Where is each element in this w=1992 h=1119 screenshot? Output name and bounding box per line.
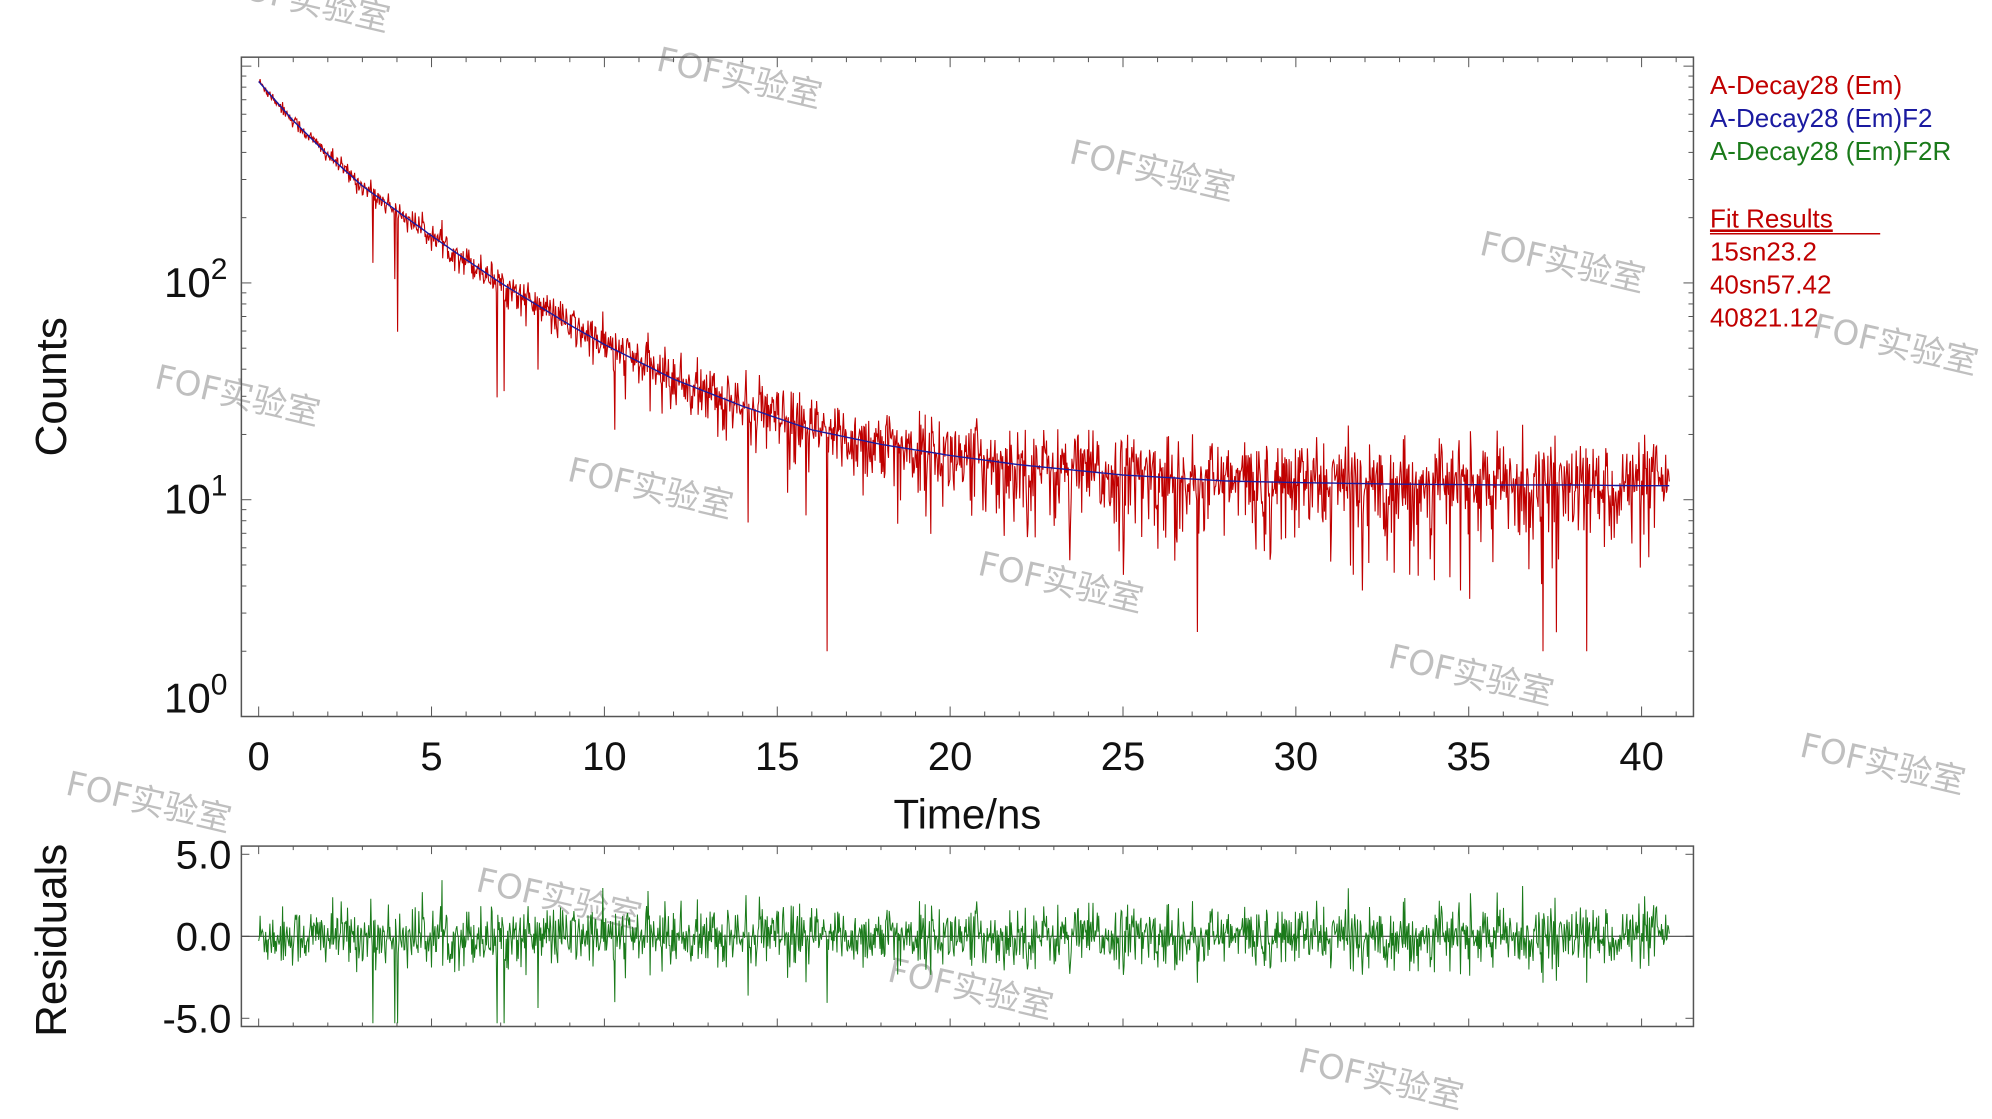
watermark-text: FOF实验室 xyxy=(1385,637,1558,714)
x-tick-label: 30 xyxy=(1274,735,1319,779)
series-residuals xyxy=(258,880,1670,1024)
x-tick-label: 15 xyxy=(755,735,800,779)
fit-result-line: 40‮24.75ns xyxy=(1710,269,1831,299)
legend-item: A-Decay28 (Em)F2R xyxy=(1710,136,1951,166)
legend: A-Decay28 (Em)A-Decay28 (Em)F2A-Decay28 … xyxy=(1709,70,1951,332)
y-tick-base: 10 xyxy=(164,476,211,523)
residuals-plot: -5.0 0.0 5.0 Residuals xyxy=(27,833,1695,1041)
y-tick-exp: 1 xyxy=(211,470,228,503)
x-tick-label: 40 xyxy=(1619,735,1664,779)
resid-y-tick-label: 5.0 xyxy=(176,833,232,877)
watermark-text: FOF实验室 xyxy=(1476,224,1649,301)
legend-item: A-Decay28 (Em) xyxy=(1710,70,1902,100)
watermark-text: FOF实验室 xyxy=(1796,726,1969,803)
watermark-text: FOF实验室 xyxy=(62,764,235,841)
fit-results-title: Fit Results xyxy=(1710,203,1833,233)
fit-result-line: 15‮2.32ns xyxy=(1710,236,1817,266)
fit-result-line: 40‮21.128 xyxy=(1710,302,1818,332)
x-axis-title: Time/ns xyxy=(894,790,1042,837)
x-tick-label: 10 xyxy=(582,735,627,779)
series-measured-decay xyxy=(258,78,1670,652)
y-tick-base: 10 xyxy=(164,675,211,722)
y-tick-label: 100 xyxy=(164,669,227,722)
watermark-text: FOF实验室 xyxy=(1809,307,1982,384)
y-tick-exp: 0 xyxy=(211,669,228,702)
x-tick-label: 25 xyxy=(1101,735,1146,779)
resid-y-tick-label: -5.0 xyxy=(162,997,231,1041)
watermark-text: FOF实验室 xyxy=(564,450,737,527)
x-tick-label: 20 xyxy=(928,735,973,779)
legend-item: A-Decay28 (Em)F2 xyxy=(1710,103,1933,133)
x-tick-label: 0 xyxy=(248,735,270,779)
y-tick-base: 10 xyxy=(164,259,211,306)
residuals-axis-title: Residuals xyxy=(27,844,76,1037)
x-tick-label: 5 xyxy=(420,735,442,779)
watermark-text: FOF实验室 xyxy=(884,951,1057,1028)
y-axis-title: Counts xyxy=(27,317,76,456)
watermark-text: FOF实验室 xyxy=(1066,133,1239,210)
y-tick-exp: 2 xyxy=(211,253,228,286)
series-fit-line xyxy=(258,80,1670,487)
plot-frame xyxy=(240,56,1695,718)
y-tick-label: 101 xyxy=(164,470,227,523)
watermark-text: FOF实验室 xyxy=(151,357,324,434)
x-tick-label: 35 xyxy=(1446,735,1491,779)
y-tick-label: 102 xyxy=(164,253,227,306)
watermark-text: FOF实验室 xyxy=(974,544,1147,621)
watermark-text: FOF实验室 xyxy=(221,0,394,40)
resid-y-tick-label: 0.0 xyxy=(176,915,232,959)
watermark-text: FOF实验室 xyxy=(653,40,826,117)
watermark-text: FOF实验室 xyxy=(1295,1041,1468,1118)
